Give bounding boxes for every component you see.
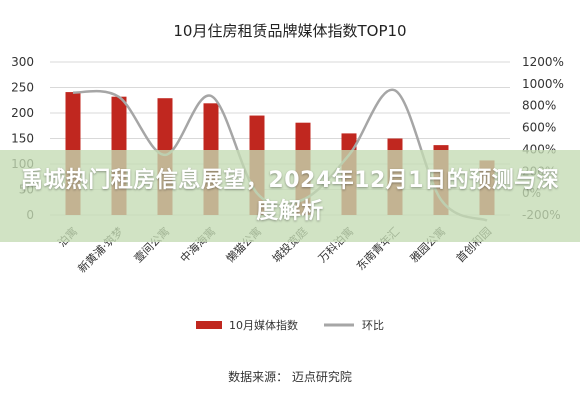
chart-title: 10月住房租赁品牌媒体指数TOP10 xyxy=(173,22,406,40)
source-note: 数据来源： 迈点研究院 xyxy=(228,369,352,384)
left-tick-label: 150 xyxy=(11,132,34,146)
legend-bar-swatch xyxy=(196,321,222,329)
headline-text: 禹城热门租房信息展望，2024年12月1日的预测与深度解析 xyxy=(20,168,560,224)
left-tick-label: 250 xyxy=(11,81,34,95)
right-tick-label: 600% xyxy=(522,121,556,135)
left-tick-label: 200 xyxy=(11,106,34,120)
right-tick-label: 1000% xyxy=(522,77,564,91)
right-tick-label: 1200% xyxy=(522,55,564,69)
legend: 10月媒体指数 环比 xyxy=(196,318,384,332)
headline-banner: 禹城热门租房信息展望，2024年12月1日的预测与深度解析 xyxy=(0,150,580,242)
right-tick-label: 800% xyxy=(522,99,556,113)
legend-line-label: 环比 xyxy=(362,319,384,332)
left-tick-label: 300 xyxy=(11,55,34,69)
legend-bar-label: 10月媒体指数 xyxy=(229,318,298,332)
